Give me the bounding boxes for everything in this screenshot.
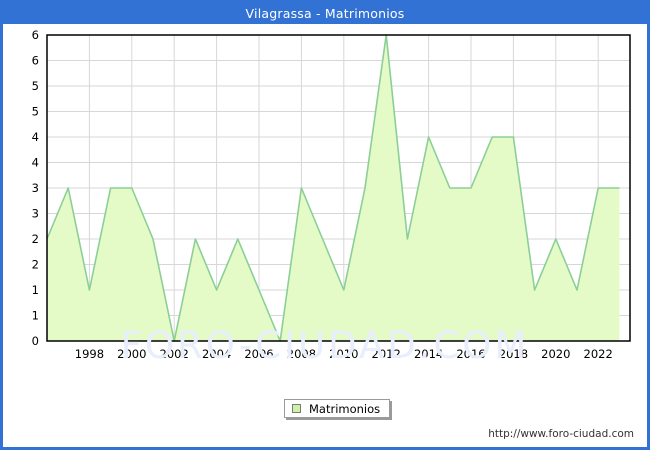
svg-text:5: 5 xyxy=(32,79,39,93)
svg-text:2: 2 xyxy=(32,258,39,272)
svg-text:2: 2 xyxy=(32,232,39,246)
svg-text:2012: 2012 xyxy=(372,347,401,361)
chart-legend: Matrimonios xyxy=(284,399,391,418)
svg-text:2002: 2002 xyxy=(160,347,189,361)
svg-text:2014: 2014 xyxy=(414,347,443,361)
svg-text:1: 1 xyxy=(32,283,39,297)
page-title: Vilagrassa - Matrimonios xyxy=(3,3,647,24)
svg-text:1: 1 xyxy=(32,309,39,323)
svg-text:2020: 2020 xyxy=(541,347,570,361)
series-line xyxy=(46,34,620,342)
chart-canvas: 0 1 1 2 2 3 3 4 4 5 5 6 6 1998 2000 2002 2004 2006 2008 20… xyxy=(3,24,647,447)
svg-text:2004: 2004 xyxy=(202,347,231,361)
svg-text:2008: 2008 xyxy=(287,347,316,361)
svg-text:5: 5 xyxy=(32,105,39,119)
svg-text:2018: 2018 xyxy=(499,347,528,361)
plot-border xyxy=(46,34,631,342)
legend-label-matrimonios: Matrimonios xyxy=(309,401,381,416)
svg-text:2000: 2000 xyxy=(117,347,146,361)
x-axis-tick-labels: 1998 2000 2002 2004 2006 2008 2010 2012 2014 2016… xyxy=(75,347,613,361)
svg-text:4: 4 xyxy=(32,156,39,170)
svg-text:6: 6 xyxy=(32,54,39,68)
y-axis-tick-labels: 0 1 1 2 2 3 3 4 4 5 5 6 6 xyxy=(32,28,39,348)
svg-text:0: 0 xyxy=(32,334,39,348)
svg-text:1998: 1998 xyxy=(75,347,104,361)
svg-text:3: 3 xyxy=(32,181,39,195)
svg-text:2006: 2006 xyxy=(244,347,273,361)
area-chart: 0 1 1 2 2 3 3 4 4 5 5 6 6 1998 2000 2002 2004 2006 2008 20… xyxy=(32,28,631,361)
svg-text:6: 6 xyxy=(32,28,39,42)
source-url: http://www.foro-ciudad.com xyxy=(488,428,634,440)
svg-text:3: 3 xyxy=(32,207,39,221)
svg-text:2016: 2016 xyxy=(456,347,485,361)
legend-swatch-matrimonios xyxy=(292,404,301,413)
svg-text:4: 4 xyxy=(32,130,39,144)
svg-text:2010: 2010 xyxy=(329,347,358,361)
svg-text:2022: 2022 xyxy=(584,347,613,361)
